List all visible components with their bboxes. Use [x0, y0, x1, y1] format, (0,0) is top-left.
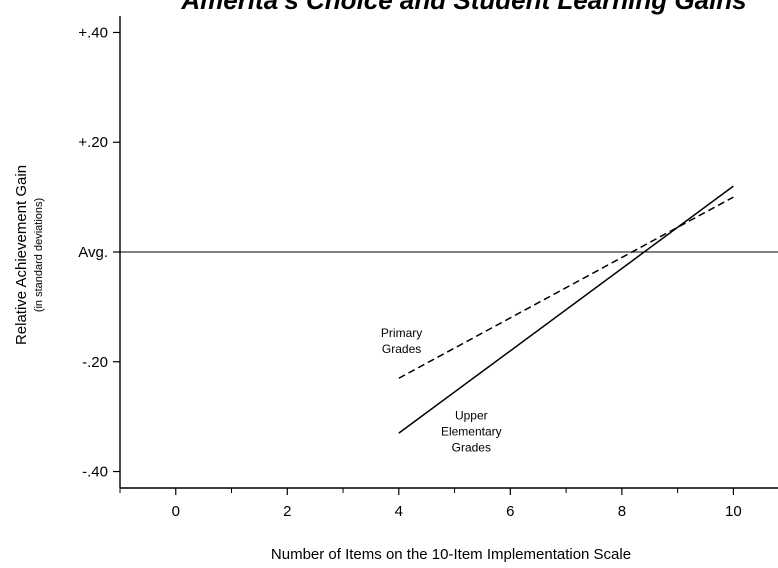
x-tick-label: 6: [506, 503, 514, 520]
x-ticks: 0 2 4 6 8 10: [119, 488, 742, 520]
x-tick-label: 10: [725, 503, 742, 520]
annotation-label: Upper Elementary Grades: [441, 408, 502, 454]
annotation-line: Grades: [452, 440, 491, 454]
y-tick-label: -.40: [82, 464, 108, 481]
x-tick-label: 8: [618, 503, 626, 520]
x-tick-label: 4: [395, 503, 403, 520]
annotation-line: Upper: [455, 408, 488, 422]
annotation-line: Grades: [382, 342, 421, 356]
axes: [119, 16, 778, 489]
y-tick-label: -.20: [82, 354, 108, 371]
series-line-primary-grades: [398, 196, 734, 379]
y-axis-label: Relative Achievement Gain: [13, 165, 30, 345]
x-tick-label: 0: [172, 503, 180, 520]
y-tick-label: Avg.: [78, 244, 108, 261]
series-layer: [398, 185, 734, 434]
annotation-line: Primary: [381, 326, 422, 340]
annotation-line: Elementary: [441, 424, 502, 438]
y-tick-label: +.20: [78, 134, 108, 151]
y-ticks: +.40 +.20 Avg. -.20 -.40: [78, 24, 120, 481]
annotations: Primary Grades Upper Elementary Grades: [381, 326, 502, 454]
series-line-upper-elementary-grades: [398, 185, 734, 434]
annotation-label: Primary Grades: [381, 326, 422, 356]
y-axis-sublabel: (in standard deviations): [33, 198, 45, 312]
x-axis-label: Number of Items on the 10-Item Implement…: [271, 546, 631, 563]
x-tick-label: 2: [283, 503, 291, 520]
chart-title: Amerita's Choice and Student Learning Ga…: [180, 0, 746, 15]
y-tick-label: +.40: [78, 24, 108, 41]
